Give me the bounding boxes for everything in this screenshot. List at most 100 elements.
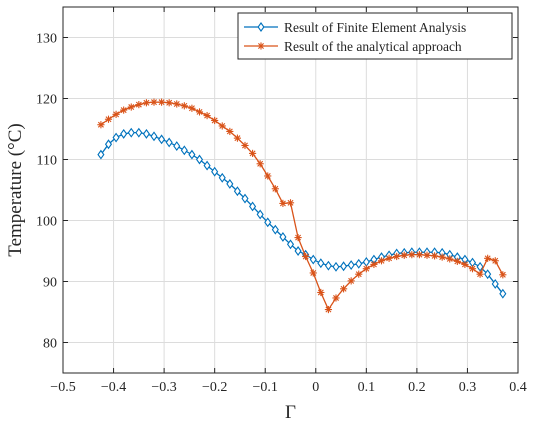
data-point (211, 166, 219, 177)
data-point (120, 106, 128, 114)
data-point (165, 99, 173, 107)
y-tick-label: 130 (36, 32, 57, 47)
data-point (491, 278, 499, 289)
data-point (233, 134, 242, 142)
y-tick-label: 90 (43, 276, 57, 291)
data-point (218, 122, 226, 130)
data-point (309, 269, 317, 277)
y-tick-label: 110 (37, 154, 57, 169)
data-point (150, 131, 158, 142)
data-point (491, 257, 499, 265)
data-point (203, 160, 211, 171)
data-point (142, 128, 150, 139)
y-tick-label: 100 (36, 215, 57, 230)
data-point (226, 127, 234, 136)
series-group (97, 98, 507, 314)
data-point (165, 137, 173, 148)
data-point (135, 101, 143, 109)
data-point (112, 132, 120, 143)
legend-label-fea: Result of Finite Element Analysis (284, 20, 466, 35)
data-point (279, 232, 287, 242)
data-point (248, 149, 257, 157)
x-tick-label: −0.3 (151, 380, 176, 395)
data-point (188, 149, 196, 160)
data-point (430, 252, 439, 260)
data-point (423, 251, 431, 259)
data-point (499, 288, 507, 299)
data-point (104, 139, 113, 150)
data-point (317, 288, 325, 297)
legend-marker-0 (257, 22, 265, 32)
data-point (484, 254, 492, 262)
data-point (249, 201, 257, 212)
data-point (302, 252, 310, 261)
data-point (324, 305, 333, 314)
data-point (135, 127, 143, 138)
legend-box (237, 12, 513, 60)
series-line (100, 132, 504, 295)
data-point (195, 108, 204, 116)
data-point (180, 102, 188, 110)
data-point (264, 172, 272, 180)
data-point (415, 251, 424, 259)
data-point (400, 251, 408, 259)
data-point (347, 260, 355, 270)
x-tick-label: 0.1 (358, 380, 376, 395)
data-point (461, 260, 469, 269)
data-point (339, 285, 348, 293)
x-tick-label: −0.4 (101, 380, 126, 395)
data-point (362, 257, 370, 267)
x-tick-label: −0.2 (202, 380, 227, 395)
data-point (499, 271, 507, 279)
data-point (332, 261, 340, 272)
data-point (264, 217, 272, 228)
data-point (294, 246, 302, 256)
y-axis-title: Temperature (°C) (5, 123, 26, 256)
data-point (127, 103, 135, 111)
data-point (286, 199, 295, 207)
x-tick-label: 0 (312, 380, 319, 395)
grid (62, 7, 519, 373)
data-point (355, 270, 363, 278)
data-point (211, 116, 219, 125)
data-point (385, 254, 393, 262)
data-point (324, 260, 332, 271)
data-point (393, 252, 401, 261)
data-point (226, 178, 234, 189)
data-point (317, 258, 325, 269)
data-point (241, 141, 249, 150)
data-point (279, 199, 287, 208)
series-analytical (97, 98, 507, 314)
data-point (157, 98, 166, 106)
x-tick-label: 0.3 (459, 380, 477, 395)
data-point (173, 141, 181, 152)
data-point (97, 149, 105, 160)
data-point (347, 277, 355, 285)
data-point (377, 257, 386, 265)
data-point (271, 224, 279, 235)
legend: Result of Finite Element Analysis Result… (237, 12, 513, 60)
data-point (340, 261, 348, 272)
data-point (233, 186, 241, 197)
data-point (484, 269, 492, 280)
data-point (188, 104, 196, 112)
data-point (180, 145, 188, 156)
axis-ticks: −0.5 −0.4 −0.3 −0.2 −0.1 0 0.1 0.2 0.3 0.4 80 90 100… (36, 7, 527, 395)
data-point (309, 254, 317, 265)
data-point (408, 251, 416, 259)
data-point (203, 111, 211, 120)
data-point (286, 239, 295, 250)
data-point (218, 172, 226, 183)
data-point (158, 134, 166, 145)
data-point (256, 209, 264, 220)
data-point (271, 185, 279, 193)
x-tick-label: 0.4 (509, 380, 527, 395)
series-fea (97, 127, 507, 299)
data-point (142, 99, 151, 107)
data-point (195, 154, 204, 165)
y-tick-label: 80 (43, 337, 57, 352)
data-point (150, 98, 158, 106)
data-point (97, 121, 105, 129)
